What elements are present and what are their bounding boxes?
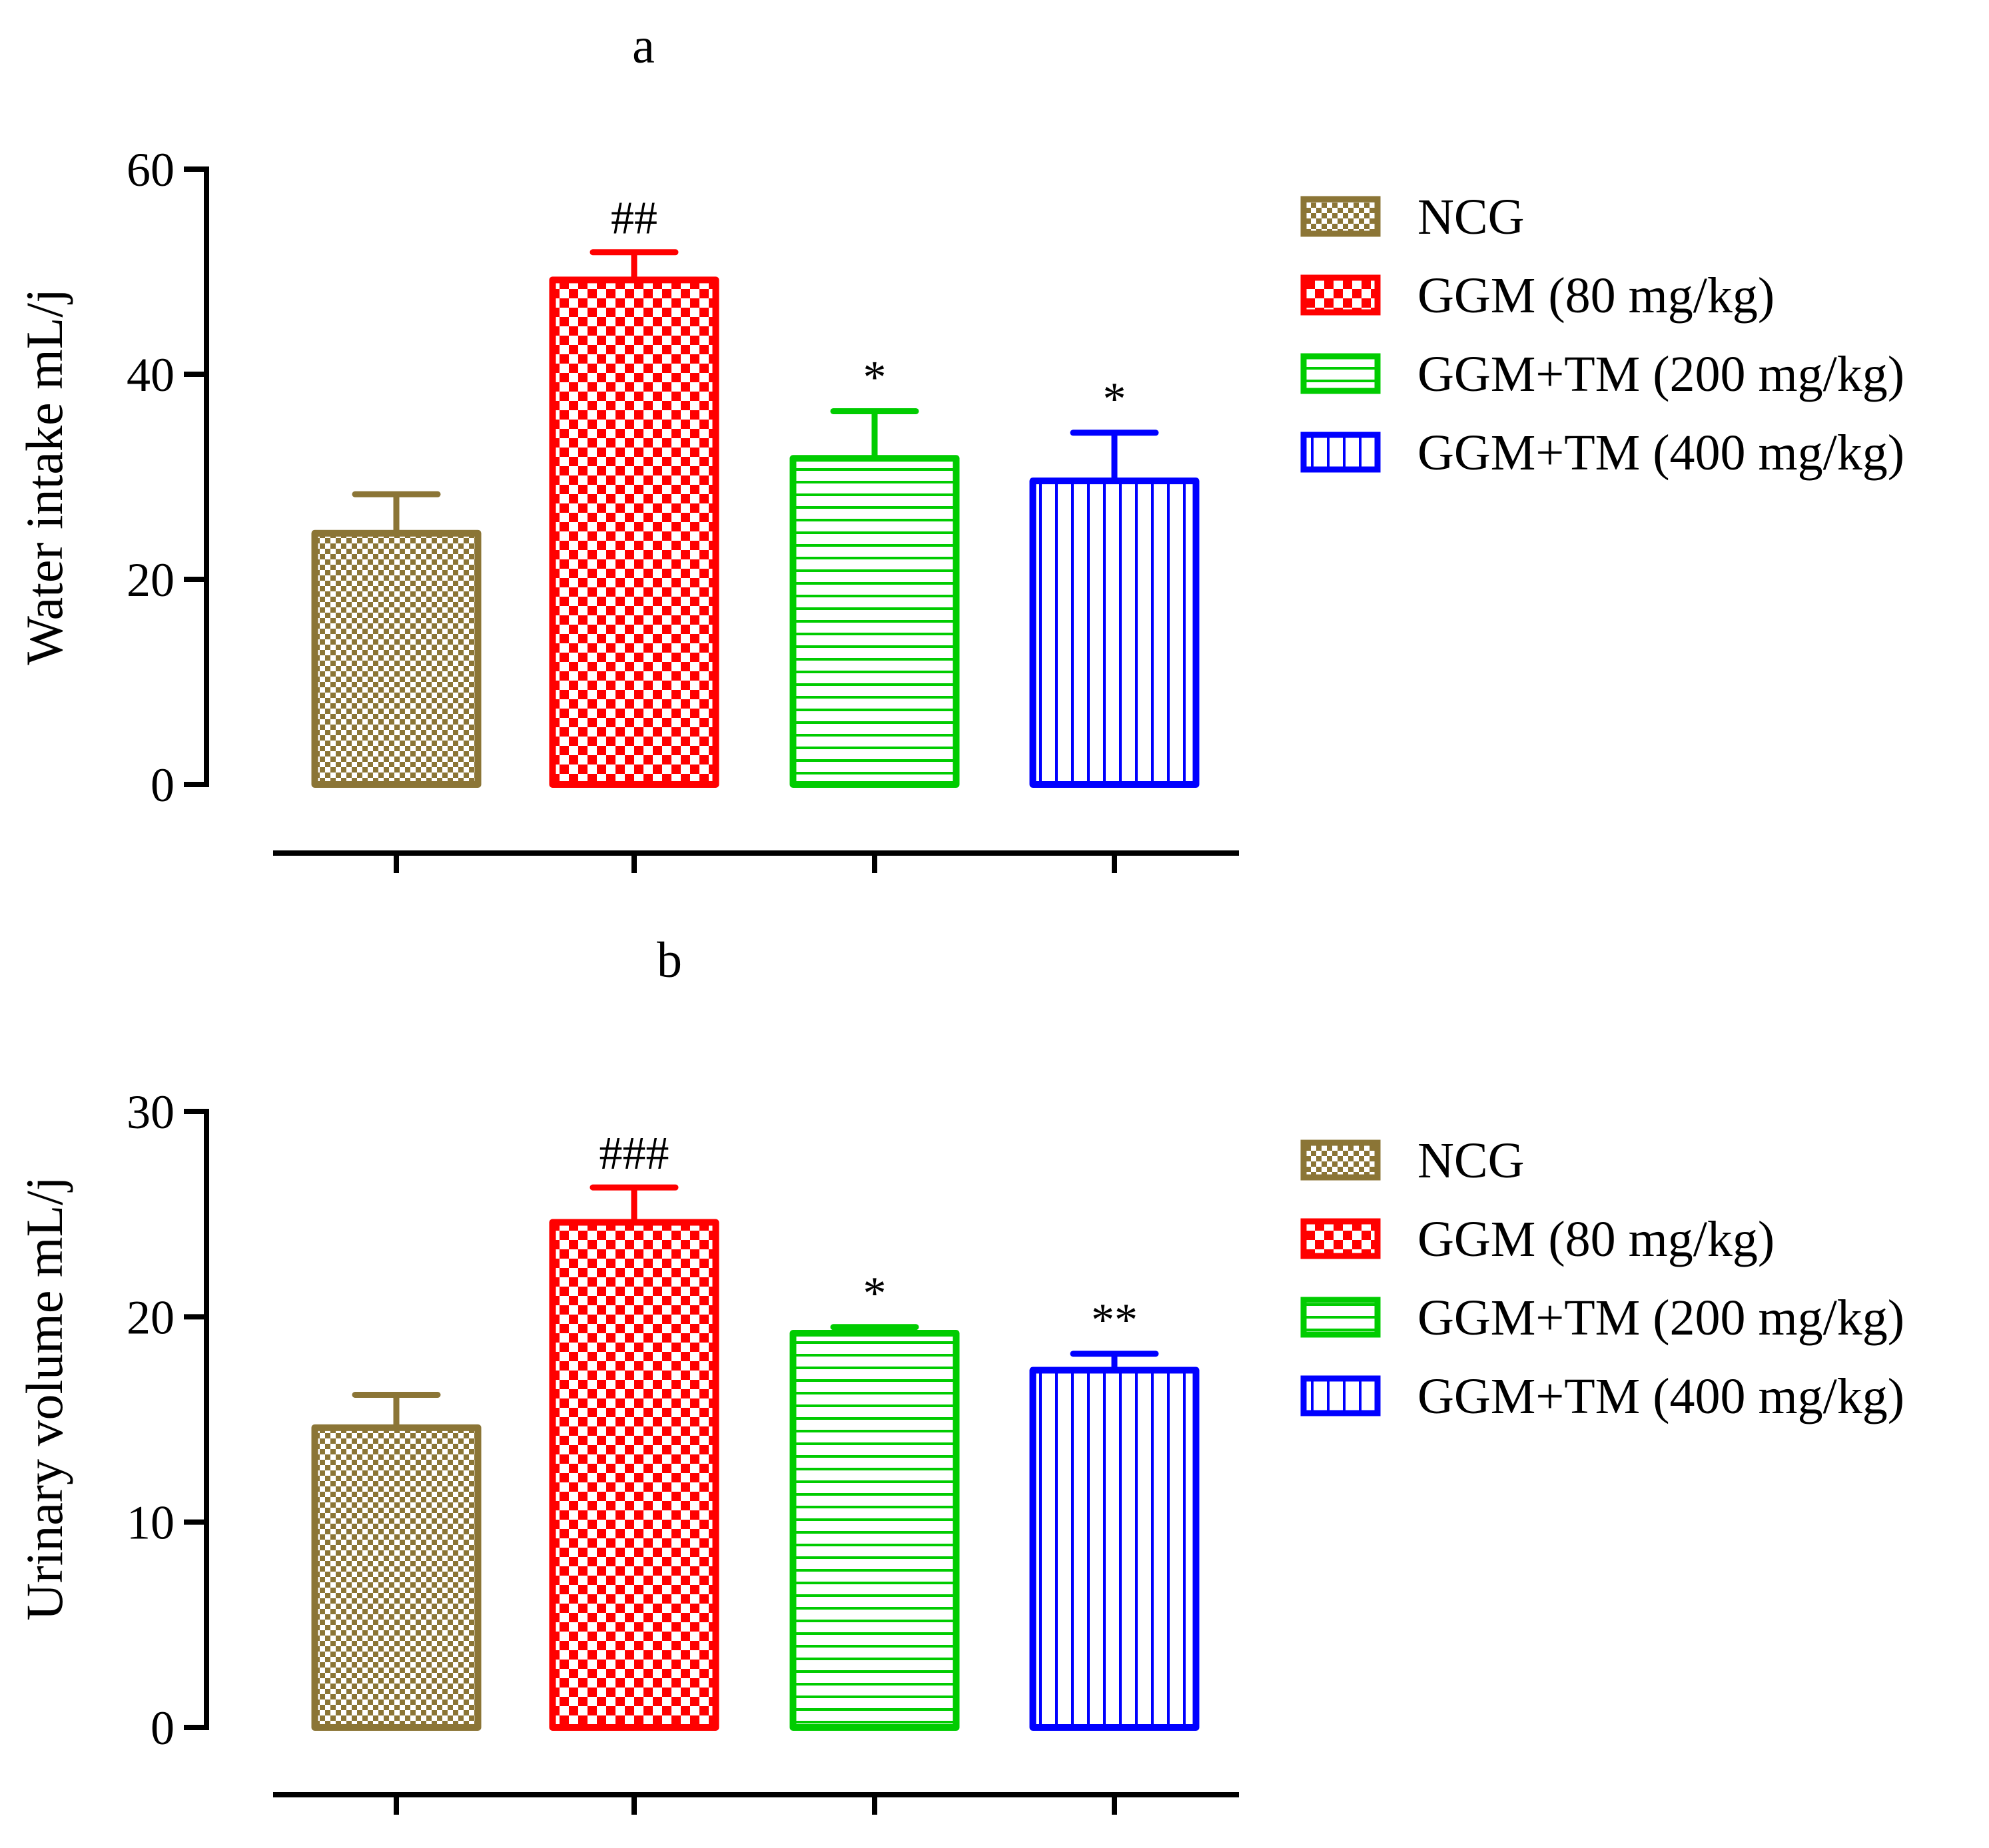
legend-label: NCG bbox=[1417, 189, 1524, 245]
bar bbox=[311, 529, 482, 788]
chart-water-intake: a 0 20 40 60 Water intake mL/j ## * * NCG GGM (80 … bbox=[15, 18, 1904, 873]
legend: NCG GGM (80 mg/kg) GGM+TM (200 mg/kg) GGM+T… bbox=[1300, 1133, 1904, 1424]
legend-label: GGM+TM (400 mg/kg) bbox=[1417, 425, 1904, 481]
y-tick-label: 0 bbox=[151, 1701, 175, 1755]
bar bbox=[1029, 477, 1200, 788]
y-axis-label: Water intake mL/j bbox=[15, 288, 73, 665]
legend-label: GGM+TM (200 mg/kg) bbox=[1417, 1290, 1904, 1346]
significance-label: * bbox=[863, 1268, 887, 1319]
significance-label: ** bbox=[1091, 1295, 1138, 1346]
y-tick-label: 60 bbox=[127, 143, 175, 196]
significance-label: ## bbox=[611, 193, 657, 244]
legend-swatch bbox=[1300, 1139, 1381, 1181]
panel-title: a bbox=[632, 18, 655, 74]
bar bbox=[1029, 1367, 1200, 1731]
legend-swatch bbox=[1300, 274, 1381, 316]
bar bbox=[311, 1424, 482, 1731]
legend-label: NCG bbox=[1417, 1133, 1524, 1189]
legend-label: GGM (80 mg/kg) bbox=[1417, 1211, 1775, 1267]
legend-label: GGM (80 mg/kg) bbox=[1417, 268, 1775, 324]
y-tick-label: 0 bbox=[151, 759, 175, 812]
legend-swatch bbox=[1300, 196, 1381, 237]
y-tick-label: 20 bbox=[127, 1291, 175, 1344]
y-tick-label: 10 bbox=[127, 1496, 175, 1550]
legend-swatch bbox=[1300, 1375, 1381, 1416]
y-tick-label: 20 bbox=[127, 553, 175, 607]
legend-label: GGM+TM (400 mg/kg) bbox=[1417, 1369, 1904, 1424]
panel-title: b bbox=[657, 932, 682, 988]
legend: NCG GGM (80 mg/kg) GGM+TM (200 mg/kg) GGM+T… bbox=[1300, 189, 1904, 481]
y-tick-label: 30 bbox=[127, 1085, 175, 1139]
y-tick-label: 40 bbox=[127, 348, 175, 402]
legend-swatch bbox=[1300, 1218, 1381, 1259]
y-axis-label: Urinary volume mL/j bbox=[15, 1176, 73, 1620]
bar bbox=[789, 1330, 960, 1731]
significance-label: * bbox=[1103, 374, 1126, 425]
bar bbox=[549, 1219, 719, 1731]
bar bbox=[789, 455, 960, 788]
legend-swatch bbox=[1300, 1297, 1381, 1338]
significance-label: ### bbox=[599, 1128, 669, 1179]
bar bbox=[549, 276, 719, 788]
significance-label: * bbox=[863, 352, 887, 403]
legend-swatch bbox=[1300, 353, 1381, 394]
legend-swatch bbox=[1300, 432, 1381, 473]
legend-label: GGM+TM (200 mg/kg) bbox=[1417, 346, 1904, 402]
